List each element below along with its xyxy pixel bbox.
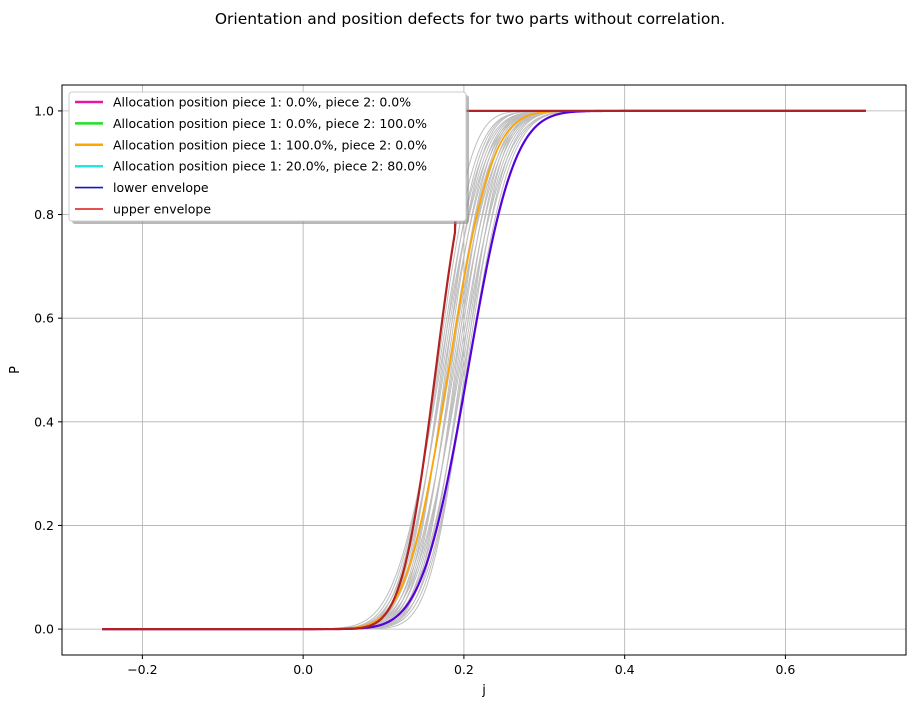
- x-tick-label: 0.2: [454, 662, 474, 677]
- y-axis-label: P: [8, 366, 23, 374]
- x-axis-label: j: [481, 683, 486, 698]
- x-tick-label: 0.0: [293, 662, 313, 677]
- legend-box: [68, 91, 467, 222]
- y-tick-label: 0.4: [34, 414, 54, 429]
- legend-label: Allocation position piece 1: 100.0%, pie…: [113, 137, 427, 152]
- ticks: −0.2 0.0 0.2 0.4 0.6 0.0 0.2 0.4 0.6 0.8 1.0: [34, 103, 795, 677]
- legend-label: lower envelope: [113, 180, 209, 195]
- legend: Allocation position piece 1: 0.0%, piece…: [68, 91, 469, 224]
- chart-title: Orientation and position defects for two…: [215, 10, 725, 28]
- y-tick-label: 1.0: [34, 103, 54, 118]
- y-tick-label: 0.8: [34, 207, 54, 222]
- x-tick-label: 0.4: [615, 662, 635, 677]
- legend-label: Allocation position piece 1: 0.0%, piece…: [113, 95, 411, 110]
- plot-area: [102, 109, 866, 631]
- y-tick-label: 0.6: [34, 311, 54, 326]
- x-tick-label: −0.2: [127, 662, 157, 677]
- x-tick-label: 0.6: [775, 662, 795, 677]
- upper-envelope-line: [102, 109, 866, 631]
- legend-label: Allocation position piece 1: 0.0%, piece…: [113, 116, 427, 131]
- legend-label: upper envelope: [113, 202, 211, 217]
- legend-label: Allocation position piece 1: 20.0%, piec…: [113, 159, 427, 174]
- axes-frame: [61, 84, 907, 656]
- y-tick-label: 0.0: [34, 622, 54, 637]
- y-tick-label: 0.2: [34, 518, 54, 533]
